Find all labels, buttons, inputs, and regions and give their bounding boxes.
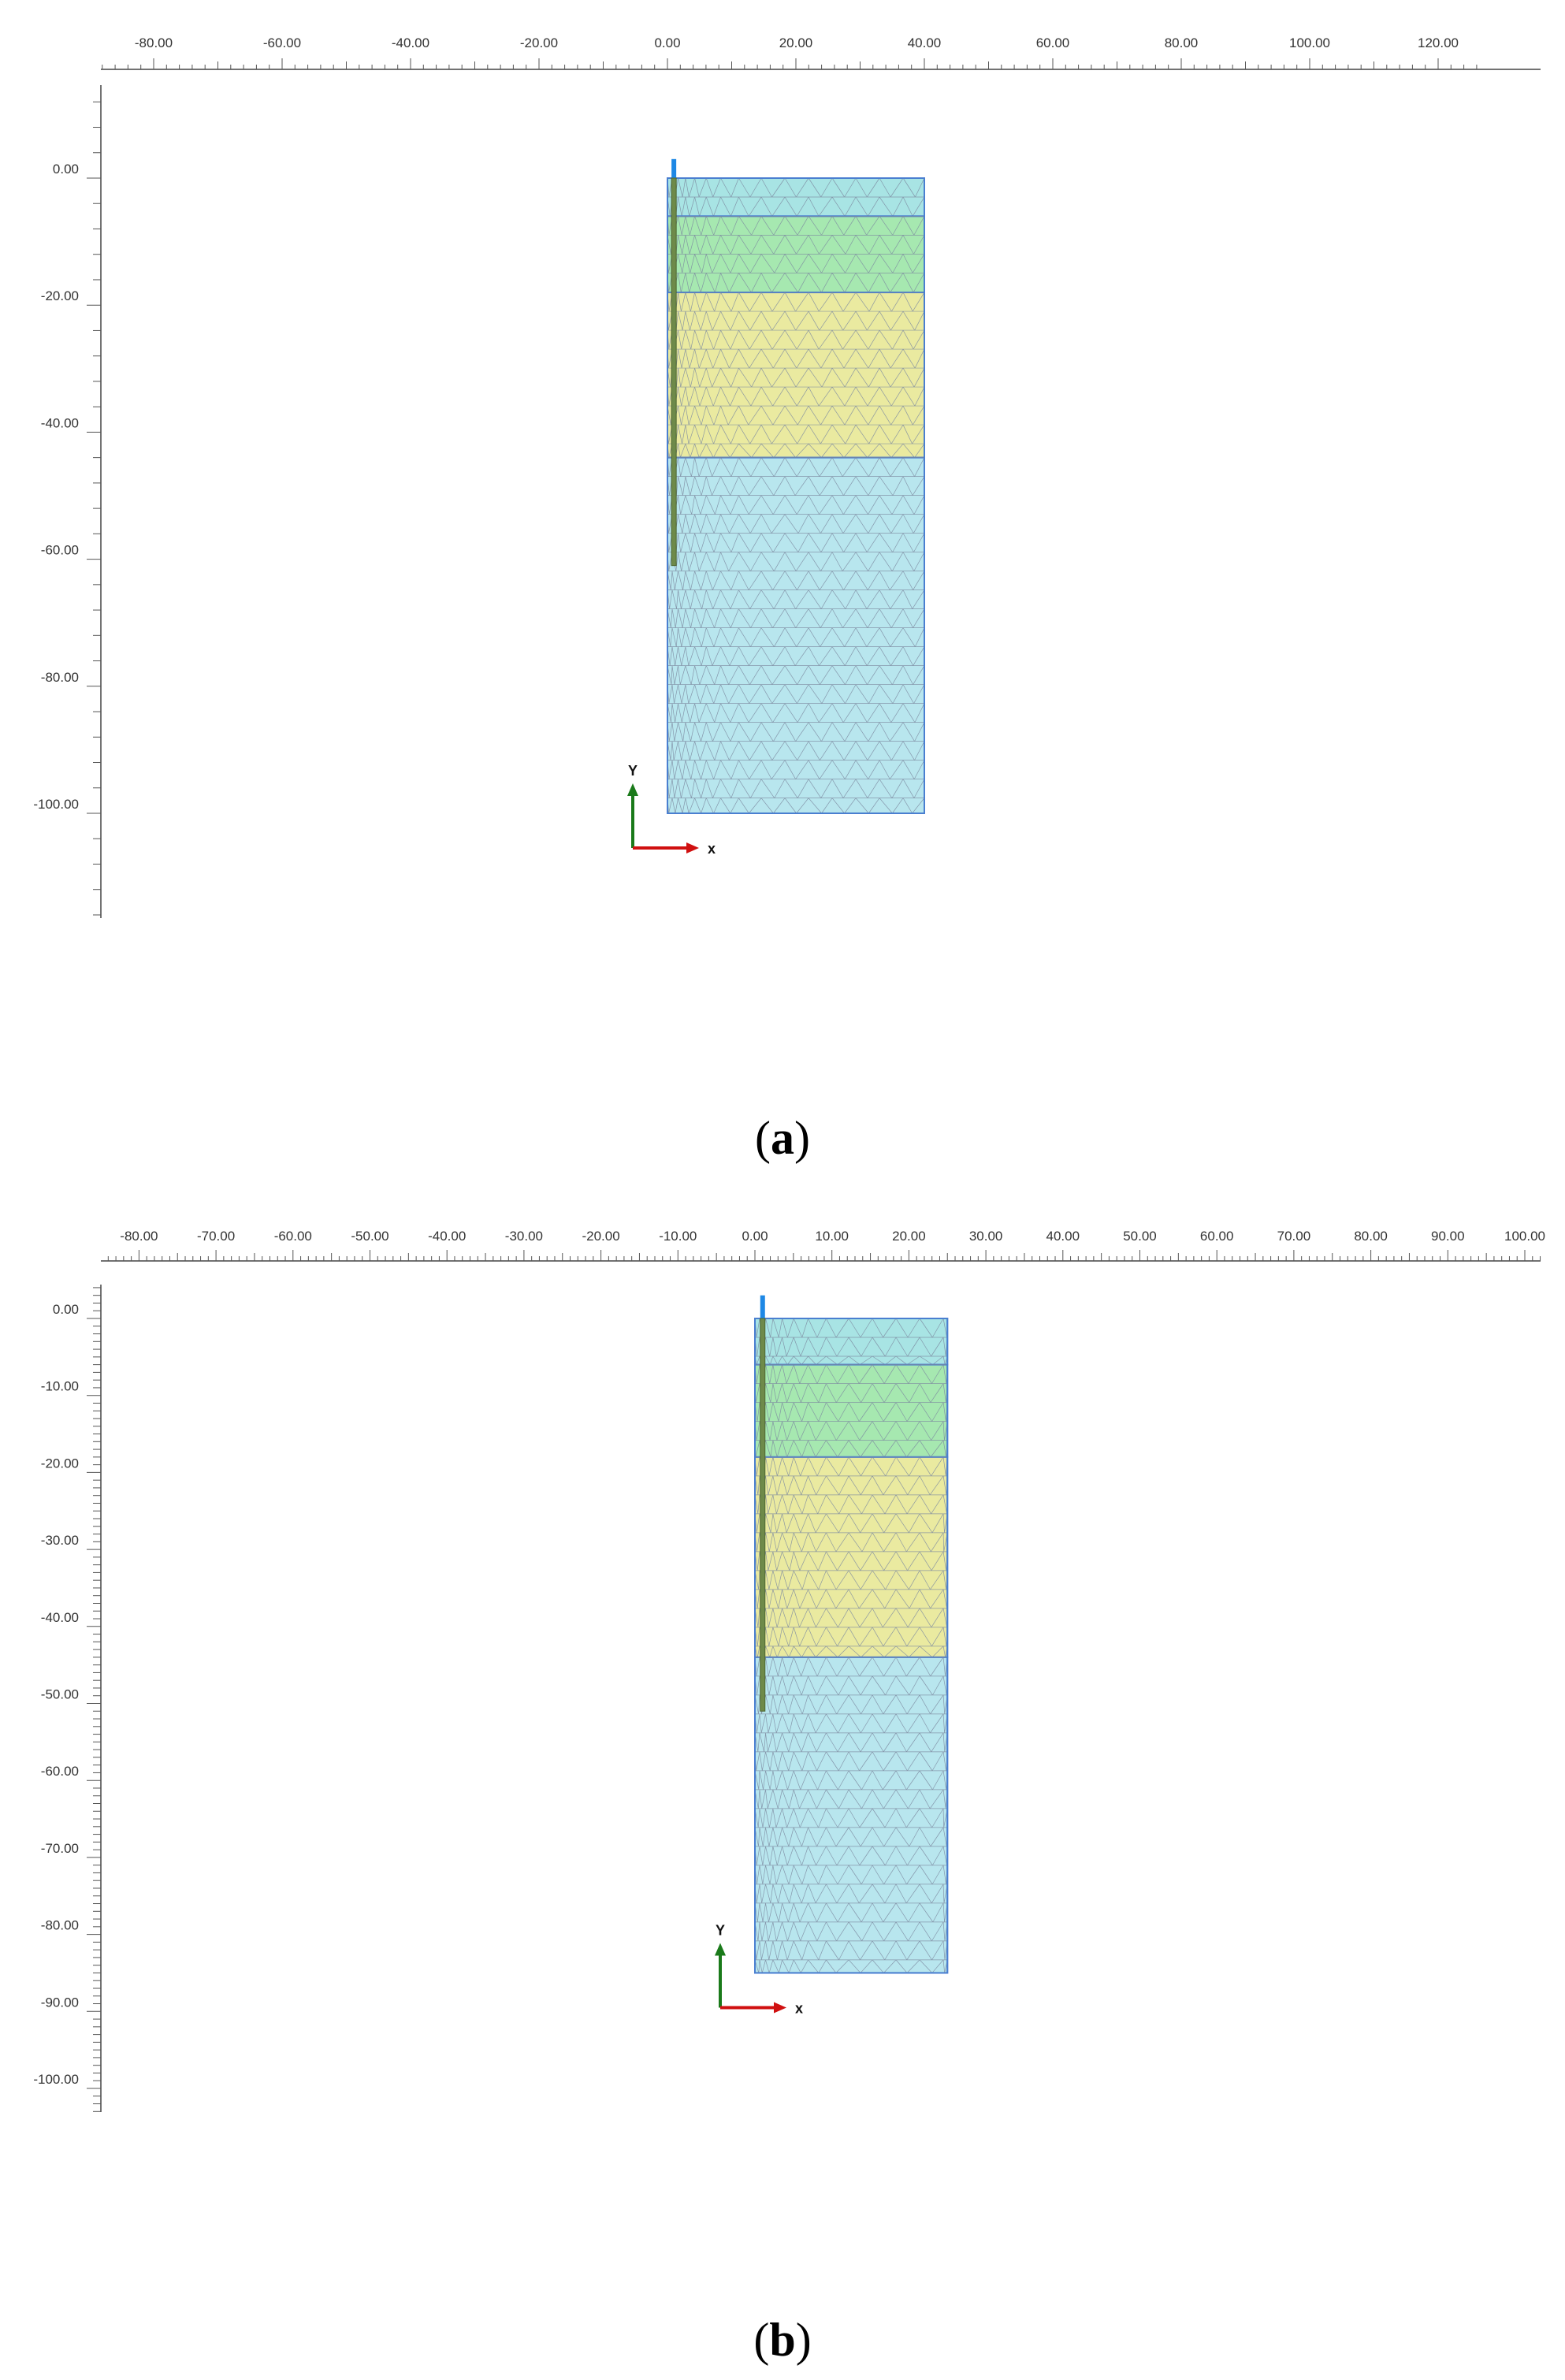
x-tick-label: -30.00 bbox=[505, 1229, 543, 1244]
y-axis-arrowhead bbox=[627, 783, 638, 796]
x-tick-label: -40.00 bbox=[428, 1229, 466, 1244]
pile-head bbox=[760, 1295, 765, 1318]
x-tick-label: 60.00 bbox=[1200, 1229, 1234, 1244]
x-tick-label: 70.00 bbox=[1277, 1229, 1311, 1244]
y-tick-label: -60.00 bbox=[41, 543, 79, 558]
y-tick-label: -40.00 bbox=[41, 415, 79, 430]
y-tick-label: -80.00 bbox=[41, 670, 79, 685]
model-boundary bbox=[667, 177, 925, 814]
x-tick-label: 40.00 bbox=[1046, 1229, 1080, 1244]
x-tick-label: 20.00 bbox=[779, 35, 813, 50]
y-axis-arrowhead bbox=[715, 1943, 726, 1956]
axis-triad: Yx bbox=[627, 763, 716, 857]
caption-a: (a) bbox=[755, 1112, 810, 1164]
y-ruler: 0.00 -10.00 -20.00 -30.00 -40.00 -50.00 -60.00… bbox=[33, 1285, 102, 2112]
soil-model bbox=[667, 177, 925, 814]
mesh-layer-4 bbox=[754, 1657, 948, 1973]
x-tick-label: 20.00 bbox=[892, 1229, 926, 1244]
soil-model bbox=[754, 1318, 949, 1974]
y-ruler: 0.00 -20.00 -40.00 -60.00 -80.00 -100.00 bbox=[33, 85, 102, 918]
pile bbox=[760, 1295, 766, 1712]
x-ruler: -80.00 -60.00 -40.00 -20.00 0.00 20.00 40.00 60… bbox=[101, 35, 1541, 70]
panel-b: -80.00 -70.00 -60.00 -50.00 -40.00 -30.00 -20.… bbox=[33, 1229, 1545, 2112]
x-tick-label: 40.00 bbox=[908, 35, 942, 50]
y-tick-label: 0.00 bbox=[53, 162, 79, 177]
x-tick-label: -50.00 bbox=[351, 1229, 388, 1244]
panel-a: -80.00 -60.00 -40.00 -20.00 0.00 20.00 40.00 60… bbox=[33, 35, 1541, 918]
y-tick-label: -20.00 bbox=[41, 288, 79, 303]
x-axis-label: x bbox=[708, 841, 716, 857]
x-axis-label: x bbox=[795, 2000, 803, 2016]
y-tick-label: -10.00 bbox=[41, 1379, 79, 1394]
x-tick-label: -20.00 bbox=[520, 35, 558, 50]
x-tick-label: 100.00 bbox=[1504, 1229, 1545, 1244]
x-tick-label: 100.00 bbox=[1289, 35, 1330, 50]
x-tick-label: 30.00 bbox=[969, 1229, 1003, 1244]
y-axis-label: Y bbox=[716, 1922, 725, 1938]
soil-layer-1 bbox=[754, 1318, 949, 1366]
x-tick-label: -80.00 bbox=[120, 1229, 158, 1244]
x-tick-label: 120.00 bbox=[1418, 35, 1459, 50]
y-tick-label: 0.00 bbox=[53, 1302, 79, 1317]
y-tick-label: -70.00 bbox=[41, 1841, 79, 1856]
y-axis-label: Y bbox=[628, 763, 638, 779]
pile-shaft bbox=[671, 177, 677, 567]
x-tick-label: 80.00 bbox=[1165, 35, 1199, 50]
soil-layer-4 bbox=[667, 456, 925, 814]
x-tick-label: 60.00 bbox=[1036, 35, 1070, 50]
y-tick-label: -80.00 bbox=[41, 1918, 79, 1933]
soil-layer-3 bbox=[667, 292, 925, 459]
y-tick-label: -100.00 bbox=[33, 797, 79, 812]
pile-head bbox=[671, 158, 677, 178]
y-tick-label: -40.00 bbox=[41, 1610, 79, 1625]
soil-layer-2 bbox=[754, 1363, 949, 1458]
x-axis-arrowhead bbox=[774, 2002, 786, 2014]
x-tick-label: -40.00 bbox=[392, 35, 429, 50]
pile-shaft bbox=[760, 1318, 766, 1712]
x-axis-arrowhead bbox=[686, 842, 699, 853]
y-tick-label: -100.00 bbox=[33, 2072, 79, 2087]
y-tick-label: -30.00 bbox=[41, 1533, 79, 1548]
x-tick-label: -60.00 bbox=[263, 35, 301, 50]
x-tick-label: 80.00 bbox=[1354, 1229, 1388, 1244]
mesh-lines bbox=[667, 292, 925, 458]
x-tick-label: -10.00 bbox=[659, 1229, 697, 1244]
y-tick-label: -90.00 bbox=[41, 1995, 79, 2010]
x-tick-label: -70.00 bbox=[197, 1229, 235, 1244]
x-tick-label: 0.00 bbox=[654, 35, 680, 50]
mesh-layer-3 bbox=[667, 292, 925, 458]
axis-triad: Yx bbox=[715, 1922, 803, 2016]
soil-layer-2 bbox=[667, 215, 925, 294]
x-ruler: -80.00 -70.00 -60.00 -50.00 -40.00 -30.00 -20.… bbox=[101, 1229, 1545, 1262]
y-tick-label: -20.00 bbox=[41, 1456, 79, 1471]
x-tick-label: -20.00 bbox=[582, 1229, 619, 1244]
x-tick-label: 0.00 bbox=[742, 1229, 768, 1244]
mesh-lines bbox=[754, 1657, 948, 1973]
pile bbox=[671, 158, 677, 567]
caption-b: (b) bbox=[753, 2314, 812, 2366]
x-tick-label: 10.00 bbox=[815, 1229, 849, 1244]
y-tick-label: -50.00 bbox=[41, 1687, 79, 1702]
model-boundary bbox=[754, 1318, 949, 1974]
x-tick-label: 50.00 bbox=[1123, 1229, 1157, 1244]
y-tick-label: -60.00 bbox=[41, 1764, 79, 1779]
x-tick-label: -60.00 bbox=[274, 1229, 312, 1244]
x-tick-label: 90.00 bbox=[1431, 1229, 1465, 1244]
x-tick-label: -80.00 bbox=[135, 35, 173, 50]
